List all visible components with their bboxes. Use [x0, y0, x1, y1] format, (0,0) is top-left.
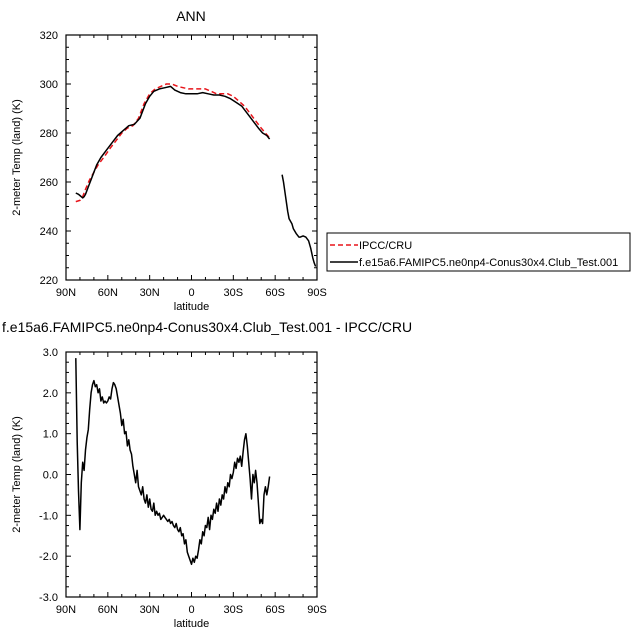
- y-tick-label: 280: [40, 128, 58, 140]
- x-tick-label: 90S: [307, 287, 327, 299]
- legend-label: f.e15a6.FAMIPC5.ne0np4-Conus30x4.Club_Te…: [359, 257, 618, 269]
- chart-2: f.e15a6.FAMIPC5.ne0np4-Conus30x4.Club_Te…: [2, 319, 412, 630]
- y-tick-label: 2.0: [43, 388, 58, 400]
- y-tick-label: 320: [40, 30, 58, 42]
- legend-box: [326, 232, 631, 272]
- chart-title: ANN: [176, 8, 206, 24]
- chart-title: f.e15a6.FAMIPC5.ne0np4-Conus30x4.Club_Te…: [2, 319, 412, 335]
- y-tick-label: 220: [40, 275, 58, 287]
- y-tick-label: 240: [40, 226, 58, 238]
- y-axis-label: 2-meter Temp (land) (K): [11, 99, 23, 216]
- x-tick-label: 60N: [98, 287, 118, 299]
- x-tick-label: 90S: [307, 604, 327, 616]
- legend: IPCC/CRU f.e15a6.FAMIPC5.ne0np4-Conus30x4…: [326, 232, 631, 272]
- plot-frame: [65, 351, 318, 598]
- x-tick-label: 90N: [56, 287, 76, 299]
- y-tick-label: 300: [40, 79, 58, 91]
- y-tick-label: -3.0: [39, 592, 58, 604]
- series-line-2: [75, 85, 271, 199]
- x-tick-label: 60S: [265, 604, 285, 616]
- series-line-2: [281, 174, 317, 267]
- series-line-1: [75, 358, 271, 566]
- y-axis-label: 2-meter Temp (land) (K): [11, 416, 23, 533]
- y-tick-label: 3.0: [43, 347, 58, 359]
- x-tick-label: 30N: [140, 287, 160, 299]
- y-tick-label: 260: [40, 177, 58, 189]
- x-axis-label: latitude: [174, 301, 209, 313]
- x-axis-label: latitude: [174, 618, 209, 630]
- x-tick-label: 60S: [265, 287, 285, 299]
- x-tick-label: 60N: [98, 604, 118, 616]
- y-tick-label: 0.0: [43, 470, 58, 482]
- x-tick-label: 0: [188, 287, 194, 299]
- legend-label: IPCC/CRU: [359, 240, 412, 252]
- chart-1: ANN 90N 60N 30N 0 30S 60S 90S 220 240 260 280 300 320…: [11, 8, 631, 313]
- series-line-1: [75, 83, 271, 203]
- plot-frame: [65, 34, 318, 281]
- x-tick-label: 30S: [224, 287, 244, 299]
- y-tick-label: -2.0: [39, 551, 58, 563]
- x-tick-label: 30N: [140, 604, 160, 616]
- x-tick-label: 0: [188, 604, 194, 616]
- x-tick-label: 30S: [224, 604, 244, 616]
- y-tick-label: -1.0: [39, 510, 58, 522]
- y-tick-label: 1.0: [43, 429, 58, 441]
- x-tick-label: 90N: [56, 604, 76, 616]
